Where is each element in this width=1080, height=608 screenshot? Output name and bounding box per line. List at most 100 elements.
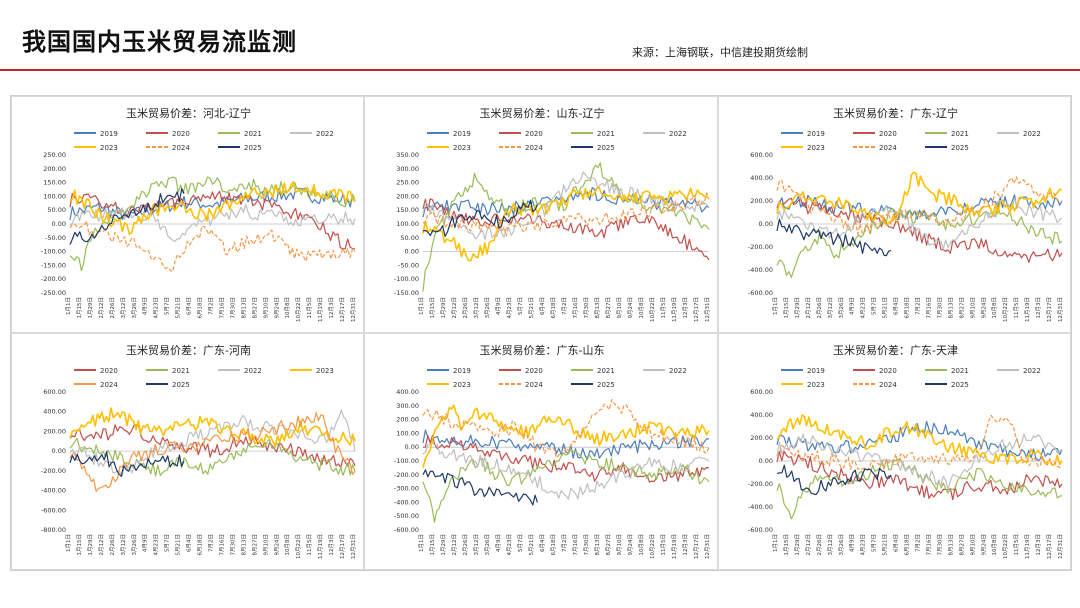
chart-panel-3: 玉米贸易价差：广东-辽宁 2019 2020 2021 2022 2023 2024 2025… bbox=[718, 96, 1071, 333]
svg-text:2023: 2023 bbox=[453, 381, 471, 389]
x-tick-label: 6月18日 bbox=[550, 297, 557, 319]
svg-text:2023: 2023 bbox=[100, 144, 118, 152]
x-tick-label: 7月2日 bbox=[208, 534, 215, 552]
x-tick-label: 2月26日 bbox=[462, 297, 469, 319]
x-tick-label: 5月21日 bbox=[175, 534, 182, 556]
y-tick-label: 200.00 bbox=[43, 165, 66, 173]
chart-svg-5: 玉米贸易价差：广东-山东 2019 2020 2021 2022 2023 2024 2025… bbox=[394, 343, 711, 559]
legend-item-2021: 2021 bbox=[146, 367, 190, 375]
x-tick-label: 8月13日 bbox=[240, 297, 247, 319]
y-tick-label: 200.00 bbox=[750, 434, 773, 442]
series-line-2021 bbox=[422, 162, 710, 292]
x-tick-label: 11月19日 bbox=[1024, 297, 1031, 322]
x-tick-label: 10月8日 bbox=[991, 297, 998, 319]
series-line-2020 bbox=[69, 424, 356, 469]
x-tick-label: 6月4日 bbox=[893, 534, 900, 552]
svg-text:2021: 2021 bbox=[244, 130, 262, 138]
x-tick-label: 12月17日 bbox=[1046, 534, 1053, 559]
x-tick-label: 9月10日 bbox=[616, 297, 623, 319]
x-tick-label: 6月18日 bbox=[904, 297, 911, 319]
y-tick-label: 100.00 bbox=[396, 220, 419, 228]
svg-text:2019: 2019 bbox=[453, 367, 471, 375]
page-title: 我国国内玉米贸易流监测 bbox=[22, 27, 297, 56]
x-tick-label: 2月26日 bbox=[816, 297, 823, 319]
svg-text:2024: 2024 bbox=[172, 144, 190, 152]
x-tick-label: 12月31日 bbox=[350, 534, 357, 559]
series-line-2023 bbox=[776, 171, 1062, 226]
series-line-2024 bbox=[69, 220, 356, 273]
x-tick-label: 12月17日 bbox=[693, 534, 700, 559]
svg-text:2022: 2022 bbox=[316, 130, 334, 138]
legend-item-2021: 2021 bbox=[925, 130, 969, 138]
legend-item-2023: 2023 bbox=[290, 367, 334, 375]
svg-text:2023: 2023 bbox=[807, 144, 825, 152]
x-tick-label: 3月26日 bbox=[131, 297, 138, 319]
y-tick-label: 600.00 bbox=[750, 388, 773, 396]
x-tick-label: 1月15日 bbox=[429, 534, 436, 556]
x-tick-label: 5月7日 bbox=[164, 534, 171, 552]
x-tick-label: 11月19日 bbox=[671, 297, 678, 322]
x-tick-label: 9月10日 bbox=[262, 534, 269, 556]
legend-item-2021: 2021 bbox=[925, 367, 969, 375]
x-tick-label: 9月24日 bbox=[980, 297, 987, 319]
legend-item-2023: 2023 bbox=[781, 144, 825, 152]
legend-item-2024: 2024 bbox=[499, 144, 543, 152]
series-line-2020 bbox=[422, 198, 710, 261]
legend-item-2019: 2019 bbox=[74, 130, 118, 138]
x-tick-label: 5月7日 bbox=[871, 534, 878, 552]
x-tick-label: 2月26日 bbox=[109, 534, 116, 556]
x-tick-label: 9月10日 bbox=[969, 297, 976, 319]
y-tick-label: -300.00 bbox=[394, 485, 419, 493]
y-tick-label: -150.00 bbox=[394, 289, 419, 297]
x-tick-label: 8月27日 bbox=[251, 297, 258, 319]
series-line-2020 bbox=[69, 190, 356, 250]
y-tick-label: -200.00 bbox=[748, 480, 773, 488]
y-tick-label: 200.00 bbox=[396, 192, 419, 200]
x-tick-label: 2月26日 bbox=[109, 297, 116, 319]
x-tick-label: 3月12日 bbox=[120, 297, 127, 319]
series-line-2022 bbox=[422, 442, 710, 500]
legend-item-2021: 2021 bbox=[571, 130, 615, 138]
chart-title: 玉米贸易价差：广东-河南 bbox=[126, 343, 251, 357]
svg-text:2025: 2025 bbox=[597, 144, 615, 152]
x-tick-label: 2月26日 bbox=[816, 534, 823, 556]
y-tick-label: 600.00 bbox=[43, 388, 66, 396]
x-tick-label: 6月4日 bbox=[539, 297, 546, 315]
series-line-2020 bbox=[422, 434, 710, 483]
x-tick-label: 11月19日 bbox=[1024, 534, 1031, 559]
legend-item-2024: 2024 bbox=[74, 381, 118, 389]
svg-text:2025: 2025 bbox=[597, 381, 615, 389]
x-tick-label: 5月21日 bbox=[882, 534, 889, 556]
series-line-2021 bbox=[69, 176, 356, 272]
y-tick-label: -400.00 bbox=[394, 498, 419, 506]
legend-item-2020: 2020 bbox=[853, 130, 897, 138]
series-line-2024 bbox=[776, 414, 1063, 471]
svg-text:2023: 2023 bbox=[807, 381, 825, 389]
svg-text:2022: 2022 bbox=[1023, 367, 1041, 375]
series-line-2022 bbox=[776, 433, 1063, 491]
y-tick-label: -600.00 bbox=[41, 506, 66, 514]
x-tick-label: 5月21日 bbox=[528, 534, 535, 556]
x-tick-label: 2月26日 bbox=[462, 534, 469, 556]
y-tick-label: 150.00 bbox=[396, 206, 419, 214]
x-tick-label: 1月29日 bbox=[440, 534, 447, 556]
x-tick-label: 3月12日 bbox=[473, 534, 480, 556]
chart-svg-4: 玉米贸易价差：广东-河南 2020 2021 2022 2023 2024 2025 600.… bbox=[41, 343, 357, 559]
x-tick-label: 10月8日 bbox=[991, 534, 998, 556]
series-line-2023 bbox=[69, 181, 356, 236]
x-tick-label: 7月30日 bbox=[936, 534, 943, 556]
y-tick-label: 200.00 bbox=[750, 197, 773, 205]
x-tick-label: 7月16日 bbox=[925, 297, 932, 319]
legend-item-2025: 2025 bbox=[218, 144, 262, 152]
x-tick-label: 1月29日 bbox=[794, 534, 801, 556]
svg-text:2020: 2020 bbox=[879, 130, 897, 138]
series-line-2024 bbox=[69, 411, 356, 493]
legend-item-2020: 2020 bbox=[853, 367, 897, 375]
svg-text:2019: 2019 bbox=[453, 130, 471, 138]
x-tick-label: 4月9日 bbox=[849, 297, 856, 315]
x-tick-label: 4月23日 bbox=[860, 534, 867, 556]
x-tick-label: 12月31日 bbox=[704, 534, 711, 559]
svg-text:2021: 2021 bbox=[951, 367, 969, 375]
x-tick-label: 10月22日 bbox=[649, 534, 656, 559]
x-tick-label: 1月29日 bbox=[794, 297, 801, 319]
